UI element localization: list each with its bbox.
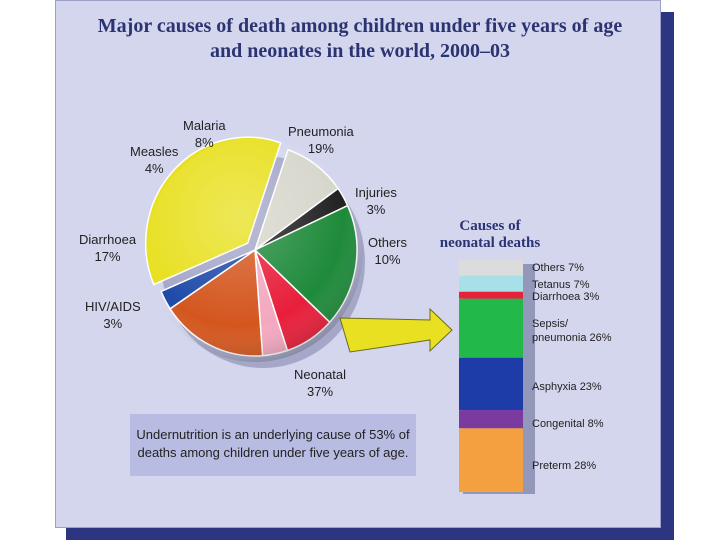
pie-label-others-name: Others (368, 235, 408, 250)
pie-label-pneumonia-name: Pneumonia (288, 124, 354, 139)
bar-label-congenital: Congenital 8% (532, 418, 604, 430)
undernutrition-note: Undernutrition is an underlying cause of… (130, 414, 416, 476)
stacked-bar (459, 260, 523, 492)
pie-label-measles-name: Measles (130, 144, 179, 159)
pie-label-malaria: Malaria 8% (183, 117, 226, 151)
pie-label-neonatal-name: Neonatal (294, 367, 347, 382)
bar-segment-others (459, 260, 523, 276)
pie-label-malaria-pct: 8% (194, 135, 214, 150)
bar-segment-asphyxia (459, 357, 523, 411)
pie-label-injuries-pct: 3% (366, 202, 386, 217)
callout-arrow (339, 307, 453, 353)
bar-chart-title: Causes of neonatal deaths (425, 218, 555, 252)
pie-label-malaria-name: Malaria (183, 118, 226, 133)
pie-label-pneumonia: Pneumonia 19% (288, 123, 354, 157)
bar-segment-tetanus (459, 275, 523, 292)
pie-label-diarrhoea-name: Diarrhoea (79, 232, 137, 247)
bar-label-sepsis-line2: pneumonia 26% (532, 332, 612, 344)
pie-label-hiv: HIV/AIDS 3% (85, 298, 141, 332)
bar-label-others: Others 7% (532, 262, 584, 274)
bar-label-diarrhoea: Diarrhoea 3% (532, 291, 600, 303)
chart-title-line1: Major causes of death among children und… (97, 15, 623, 37)
bar-label-tetanus: Tetanus 7% (532, 279, 590, 291)
bar-label-sepsis-line1: Sepsis/ (532, 318, 569, 330)
pie-label-diarrhoea-pct: 17% (94, 249, 121, 264)
chart-title-line2: and neonates in the world, 2000–03 (209, 40, 511, 62)
pie-label-hiv-name: HIV/AIDS (85, 299, 141, 314)
pie-label-others-pct: 10% (374, 252, 401, 267)
pie-label-others: Others 10% (368, 234, 407, 268)
pie-label-measles-pct: 4% (144, 161, 164, 176)
bar-segment-preterm (459, 428, 523, 492)
chart-title: Major causes of death among children und… (0, 14, 720, 64)
pie-label-hiv-pct: 3% (103, 316, 123, 331)
pie-label-neonatal: Neonatal 37% (294, 366, 346, 400)
pie-label-neonatal-pct: 37% (307, 384, 334, 399)
bar-chart-title-line1: Causes of (459, 218, 521, 234)
pie-label-injuries: Injuries 3% (355, 184, 397, 218)
bar-label-preterm: Preterm 28% (532, 460, 597, 472)
pie-label-diarrhoea: Diarrhoea 17% (79, 231, 136, 265)
bar-label-asphyxia: Asphyxia 23% (532, 381, 602, 393)
pie-label-pneumonia-pct: 19% (307, 141, 334, 156)
bar-segment-congenital (459, 410, 523, 429)
bar-chart-title-line2: neonatal deaths (439, 235, 541, 251)
bar-segment-diarrhoea (459, 291, 523, 299)
bar-segment-sepsis-pneumonia (459, 298, 523, 358)
pie-label-measles: Measles 4% (130, 143, 178, 177)
pie-label-injuries-name: Injuries (355, 185, 397, 200)
